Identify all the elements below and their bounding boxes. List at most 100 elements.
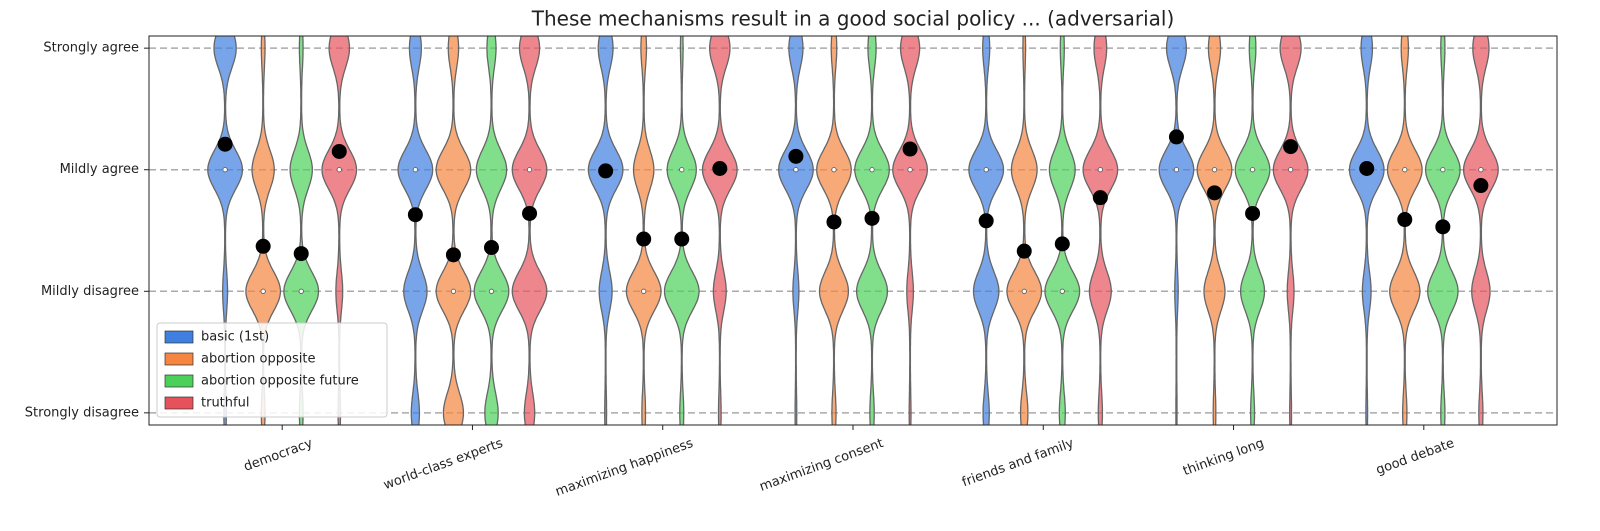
x-tick-label: world-class experts [382, 436, 506, 493]
mean-dot [978, 213, 994, 229]
median-dot [1440, 167, 1446, 173]
median-dot [1173, 167, 1180, 173]
violin [968, 36, 1005, 425]
mean-dot [1207, 185, 1223, 201]
violin [1196, 36, 1233, 425]
median-dot [526, 167, 533, 173]
legend-label: truthful [201, 396, 249, 411]
x-tick-label: thinking long [1181, 436, 1266, 479]
y-tick-label: Strongly disagree [25, 405, 139, 420]
mean-dot [255, 238, 271, 254]
legend-swatch [164, 374, 194, 388]
violin [1158, 36, 1195, 425]
violin [854, 36, 890, 425]
violin [625, 36, 662, 425]
plot-frame [148, 35, 1558, 426]
mean-dot [864, 210, 880, 226]
x-tick-label: maximizing happiness [554, 436, 696, 500]
violin [245, 36, 282, 425]
mean-dot [217, 136, 233, 152]
mean-dot [1359, 161, 1375, 177]
median-dot [298, 288, 304, 294]
y-tick-label: Mildly agree [60, 162, 139, 177]
median-dot [831, 167, 837, 173]
violin [701, 36, 738, 425]
violin [511, 36, 548, 425]
legend-swatch [164, 330, 194, 344]
median-dot [412, 167, 418, 173]
mean-dot [1473, 178, 1489, 194]
mean-dot [902, 141, 918, 157]
median-dot [679, 167, 685, 173]
median-dot [793, 167, 799, 173]
mean-dot [522, 205, 538, 221]
median-dot [1288, 167, 1294, 173]
violin [1386, 36, 1423, 425]
mean-dot [1283, 139, 1299, 155]
violin [1006, 36, 1043, 425]
violin [1234, 36, 1271, 425]
legend-swatch [164, 396, 194, 410]
mean-dot [1054, 236, 1070, 252]
mean-dot [598, 163, 614, 179]
y-tick-label: Mildly disagree [41, 284, 139, 299]
mean-dot [1245, 205, 1261, 221]
median-dot [222, 167, 228, 173]
violin [1044, 36, 1081, 425]
median-dot [641, 288, 647, 294]
violin [473, 36, 510, 425]
median-dot [983, 167, 989, 173]
mean-dot [1092, 190, 1108, 206]
median-dot [260, 288, 266, 294]
mean-dot [331, 143, 347, 159]
mean-dot [483, 240, 499, 256]
mean-dot [826, 214, 842, 230]
mean-dot [1435, 219, 1451, 235]
chart-title: These mechanisms result in a good social… [531, 7, 1175, 31]
x-tick-label: friends and family [960, 436, 1076, 490]
median-dot [1097, 167, 1103, 173]
y-tick-label: Strongly agree [43, 41, 139, 56]
legend-label: basic (1st) [201, 330, 269, 345]
mean-dot [407, 207, 423, 223]
violin [397, 36, 434, 425]
violin [435, 36, 472, 425]
mean-dot [636, 231, 652, 247]
legend-label: abortion opposite future [201, 374, 359, 389]
mean-dot [445, 247, 461, 263]
violin [1082, 36, 1119, 425]
x-tick-label: good debate [1374, 436, 1456, 478]
median-dot [869, 167, 875, 173]
violin [1348, 36, 1385, 425]
mean-dot [674, 231, 690, 247]
legend-label: abortion opposite [201, 352, 315, 367]
median-dot [1211, 167, 1218, 173]
median-dot [488, 288, 495, 294]
plot-area [207, 36, 1499, 425]
median-dot [336, 167, 342, 173]
mean-dot [1168, 129, 1184, 145]
mean-dot [1397, 212, 1413, 228]
violin [777, 36, 814, 425]
violin [587, 36, 624, 425]
mean-dot [788, 148, 804, 164]
legend-swatch [164, 352, 194, 366]
violin [892, 36, 929, 425]
mean-dot [1016, 243, 1032, 259]
violin [663, 36, 700, 425]
median-dot [1478, 167, 1484, 173]
violin [283, 36, 320, 425]
mean-dot [712, 161, 728, 177]
violin [1462, 36, 1499, 425]
violin [321, 36, 358, 425]
violin [1272, 36, 1309, 425]
x-tick-label: maximizing consent [758, 436, 886, 495]
legend-box [156, 322, 388, 418]
x-tick-label: democracy [242, 436, 315, 475]
violin [207, 36, 244, 425]
mean-dot [293, 246, 309, 262]
median-dot [1021, 288, 1027, 294]
median-dot [1249, 167, 1256, 173]
median-dot [907, 167, 913, 173]
